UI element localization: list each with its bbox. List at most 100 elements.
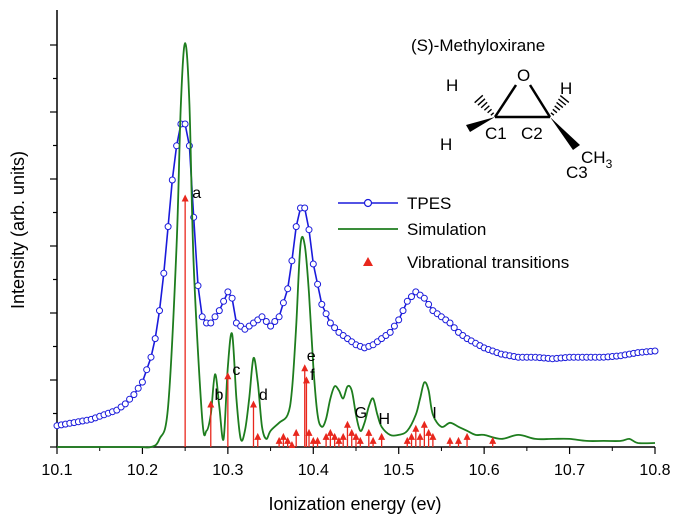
axes: 10.1 10.2 10.3 10.4 10.5 10.6 10.7 10.8: [41, 10, 671, 479]
tpes-point: [271, 318, 279, 325]
tpes-point: [147, 353, 155, 361]
tpes-point: [168, 176, 176, 184]
vibrational-marker: [314, 436, 322, 444]
vibrational-marker: [292, 428, 300, 436]
tpes-point: [194, 282, 202, 290]
peak-label-d: d: [259, 387, 268, 404]
vibrational-marker: [412, 424, 420, 432]
vibrational-marker: [279, 432, 287, 440]
tpes-point: [151, 335, 159, 343]
vibrational-marker: [446, 436, 454, 444]
vibrational-marker: [331, 432, 339, 440]
tpes-point: [164, 223, 172, 231]
tpes-point: [224, 288, 232, 296]
vibrational-marker: [275, 436, 283, 444]
simulation-line: [57, 42, 656, 449]
peak-label-b: b: [214, 387, 223, 404]
tpes-point: [284, 285, 292, 293]
vibrational-marker: [408, 432, 416, 440]
tpes-point: [326, 319, 334, 327]
methyl-subscript: 3: [606, 157, 613, 171]
vibrational-marker: [429, 432, 437, 440]
vibrational-marker: [326, 428, 334, 436]
legend-label: Vibrational transitions: [407, 253, 569, 272]
tpes-point: [207, 319, 215, 327]
peak-label-i: I: [432, 405, 436, 422]
tpes-point: [160, 269, 168, 277]
tpes-point: [331, 324, 339, 332]
tpes-point: [134, 384, 142, 392]
tpes-point: [322, 310, 330, 318]
vibrational-marker: [455, 436, 463, 444]
vibrational-marker: [305, 428, 313, 436]
tpes-point: [386, 328, 394, 336]
atom-h-lower-left: H: [440, 135, 452, 154]
vibrational-marker: [284, 436, 292, 444]
hashed-bond-c1-h: [474, 94, 495, 116]
tpes-point: [211, 313, 219, 321]
peak-label-c: c: [232, 362, 240, 379]
vibrational-marker: [288, 440, 296, 448]
tpes-point: [126, 395, 134, 403]
tpes-point: [267, 322, 275, 330]
x-tick-label: 10.7: [554, 462, 585, 479]
wedge-bond-c1-h: [466, 117, 495, 132]
atom-label-c3: C3: [566, 163, 588, 182]
legend-vibrational-marker: [363, 257, 373, 266]
tpes-point: [403, 297, 411, 305]
peak-label-h: H: [379, 411, 391, 428]
vibrational-marker: [378, 432, 386, 440]
legend-tpes-marker: [363, 198, 373, 208]
atom-label-c2: C2: [521, 124, 543, 143]
tpes-point: [305, 226, 313, 234]
tpes-point: [318, 300, 326, 308]
tpes-point: [450, 324, 458, 332]
tpes-point: [121, 400, 129, 408]
tpes-point: [399, 307, 407, 315]
y-axis-title: Intensity (arb. units): [8, 151, 28, 309]
vibrational-marker: [463, 432, 471, 440]
tpes-point: [390, 322, 398, 330]
vibrational-marker: [302, 376, 310, 384]
vibrational-marker: [369, 436, 377, 444]
tpes-point: [408, 293, 415, 301]
vibrational-marker: [249, 400, 257, 408]
legend-label: Simulation: [407, 220, 486, 239]
legend: TPES Simulation Vibrational transitions: [338, 194, 569, 272]
tpes-point: [156, 307, 163, 315]
vibrational-marker: [348, 428, 356, 436]
methyl-ch: CH: [581, 148, 606, 167]
tpes-point: [425, 300, 433, 308]
tpes-point: [228, 294, 236, 302]
vibrational-marker: [339, 432, 347, 440]
vibrational-transitions-series: [181, 194, 497, 448]
tpes-point: [258, 313, 266, 321]
x-axis-title: Ionization energy (ev): [268, 494, 441, 514]
tpes-point: [138, 378, 146, 386]
vibrational-marker: [335, 436, 343, 444]
tpes-point: [181, 120, 189, 128]
tpes-point: [309, 260, 317, 268]
vibrational-marker: [254, 432, 262, 440]
tpes-point: [275, 313, 283, 321]
hashed-bond-c2-h: [550, 95, 570, 116]
x-tick-label: 10.6: [469, 462, 500, 479]
tpes-point: [215, 307, 223, 315]
x-tick-label: 10.8: [639, 462, 670, 479]
atom-h-upper-right: H: [560, 79, 572, 98]
x-tick-label: 10.4: [298, 462, 329, 479]
atom-h-upper-left: H: [446, 76, 458, 95]
vibrational-marker: [420, 420, 428, 428]
vibrational-marker: [224, 372, 232, 380]
tpes-point: [301, 204, 309, 212]
vibrational-marker: [301, 364, 309, 372]
bond-c1-o: [493, 84, 518, 118]
tpes-point: [395, 316, 403, 324]
tpes-point: [314, 280, 322, 288]
tpes-point: [220, 297, 228, 305]
vibrational-marker: [425, 428, 433, 436]
vibrational-marker: [343, 420, 351, 428]
tpes-point: [288, 257, 296, 265]
tpes-point: [143, 366, 151, 374]
